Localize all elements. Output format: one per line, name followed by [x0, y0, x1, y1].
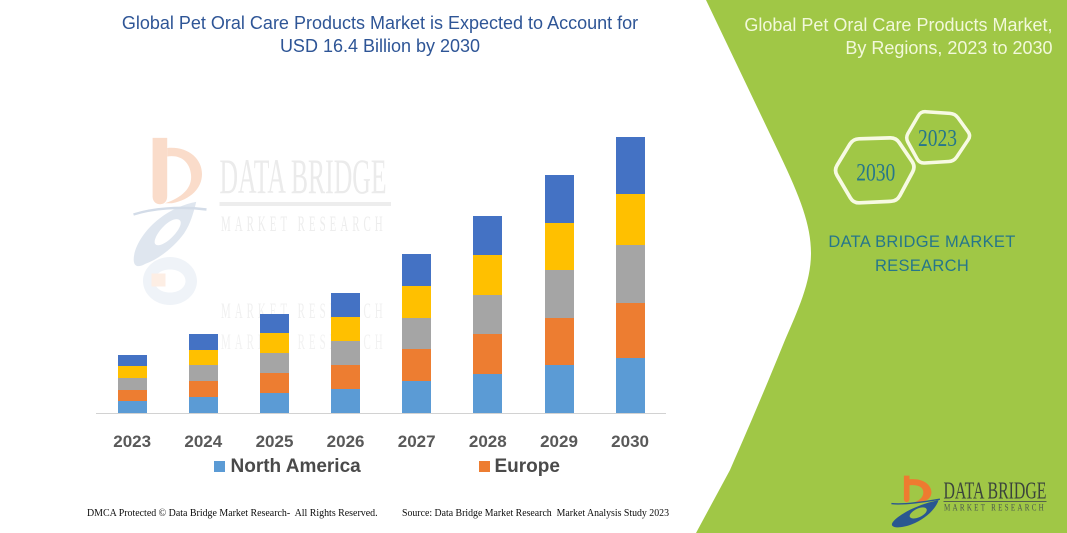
svg-text:DATA BRIDGE: DATA BRIDGE [944, 478, 1047, 504]
svg-text:MARKET RESEARCH: MARKET RESEARCH [221, 211, 387, 236]
svg-text:2023: 2023 [918, 126, 957, 152]
svg-text:DATA BRIDGE: DATA BRIDGE [220, 148, 387, 204]
svg-text:MARKET RESEARCH: MARKET RESEARCH [221, 298, 387, 323]
svg-text:2030: 2030 [856, 160, 895, 187]
svg-text:MARKET RESEARCH: MARKET RESEARCH [221, 329, 387, 354]
svg-text:MARKET RESEARCH: MARKET RESEARCH [944, 504, 1046, 514]
